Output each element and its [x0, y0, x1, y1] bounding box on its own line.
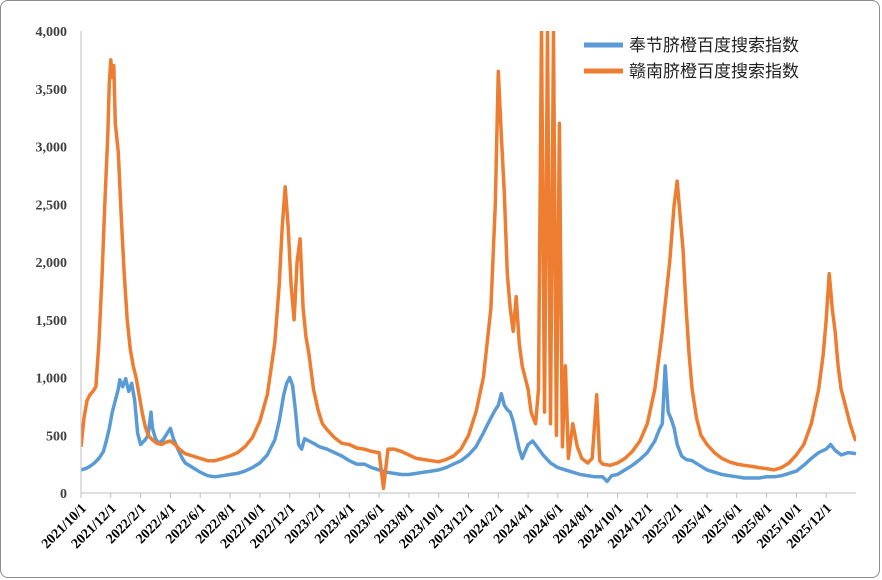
y-tick-label: 2,000 [36, 256, 68, 271]
y-tick-label: 1,500 [36, 314, 68, 329]
legend-label-1: 奉节脐橙百度搜索指数 [629, 36, 799, 56]
y-tick-label: 2,500 [36, 198, 68, 213]
y-tick-label: 4,000 [36, 25, 68, 40]
series-layer [81, 31, 856, 491]
y-tick-label: 500 [46, 429, 67, 444]
y-tick-label: 0 [60, 487, 67, 502]
y-tick-labels: 0 500 1,000 1,500 2,000 2,500 3,000 3,500 4,000 [36, 25, 68, 502]
series-line-2 [81, 31, 856, 491]
y-tick-label: 3,000 [36, 141, 68, 156]
x-tick-labels: 2021/10/12021/12/12022/2/12022/4/12022/6… [39, 493, 835, 552]
legend-label-2: 赣南脐橙百度搜索指数 [629, 62, 799, 82]
y-tick-label: 1,000 [36, 372, 68, 387]
y-tick-label: 3,500 [36, 83, 68, 98]
